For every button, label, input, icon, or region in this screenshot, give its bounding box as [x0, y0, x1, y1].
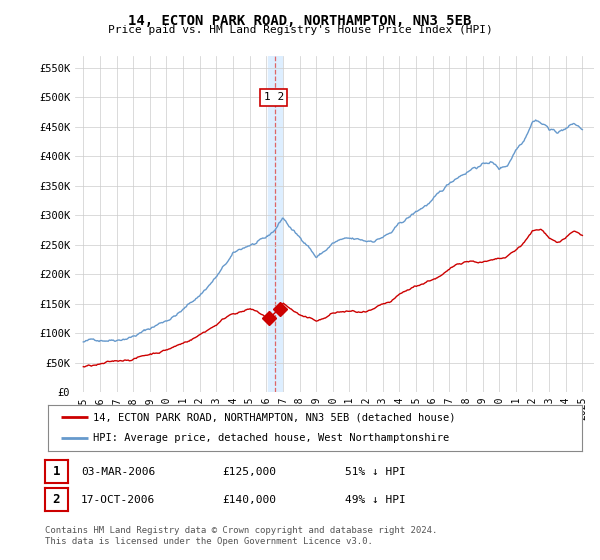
Text: 1: 1: [53, 465, 60, 478]
Text: 49% ↓ HPI: 49% ↓ HPI: [345, 494, 406, 505]
Text: 17-OCT-2006: 17-OCT-2006: [81, 494, 155, 505]
Text: 1 2: 1 2: [263, 92, 284, 102]
Bar: [268, 56, 282, 392]
Text: 2: 2: [53, 493, 60, 506]
Text: Contains HM Land Registry data © Crown copyright and database right 2024.
This d: Contains HM Land Registry data © Crown c…: [45, 526, 437, 546]
Text: 51% ↓ HPI: 51% ↓ HPI: [345, 466, 406, 477]
Text: 14, ECTON PARK ROAD, NORTHAMPTON, NN3 5EB: 14, ECTON PARK ROAD, NORTHAMPTON, NN3 5E…: [128, 14, 472, 28]
Text: £140,000: £140,000: [222, 494, 276, 505]
Text: HPI: Average price, detached house, West Northamptonshire: HPI: Average price, detached house, West…: [94, 433, 449, 444]
Text: 03-MAR-2006: 03-MAR-2006: [81, 466, 155, 477]
Text: 14, ECTON PARK ROAD, NORTHAMPTON, NN3 5EB (detached house): 14, ECTON PARK ROAD, NORTHAMPTON, NN3 5E…: [94, 412, 456, 422]
Text: £125,000: £125,000: [222, 466, 276, 477]
Text: Price paid vs. HM Land Registry's House Price Index (HPI): Price paid vs. HM Land Registry's House …: [107, 25, 493, 35]
